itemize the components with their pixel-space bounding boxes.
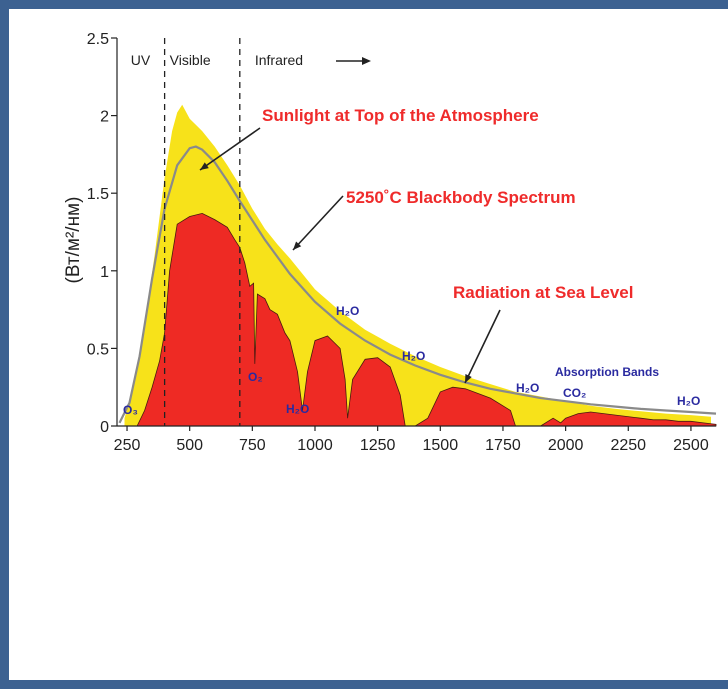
- annotation-absorption-bands: Absorption Bands: [555, 365, 659, 379]
- x-tick-label: 1000: [297, 437, 333, 454]
- y-axis-label: (Вт/м²/нм): [63, 197, 84, 284]
- absorption-label: O₃: [123, 403, 138, 417]
- absorption-label: H₂O: [677, 394, 700, 408]
- region-label-visible: Visible: [170, 52, 211, 68]
- x-tick-label: 1250: [360, 437, 396, 454]
- x-tick-label: 250: [114, 437, 141, 454]
- infrared-arrow-head: [362, 57, 371, 65]
- annotation-2: Radiation at Sea Level: [453, 283, 633, 302]
- y-tick-label: 2: [100, 109, 109, 126]
- x-tick-label: 2500: [673, 437, 709, 454]
- y-tick-label: 1.5: [87, 186, 109, 203]
- arrow-sea-level-shaft: [464, 309, 501, 384]
- arrow-blackbody-shaft: [292, 195, 344, 251]
- y-tick-label: 1: [100, 264, 109, 281]
- series-blackbody-line: [118, 145, 717, 424]
- absorption-label: H₂O: [336, 304, 359, 318]
- absorption-label: CO₂: [563, 386, 586, 400]
- series-sea-level-area: [136, 212, 717, 427]
- arrow-sea-level-head: [465, 374, 472, 383]
- x-tick-label: 750: [239, 437, 266, 454]
- region-label-infrared: Infrared: [255, 52, 303, 68]
- arrow-top-atmosphere-shaft: [199, 127, 261, 171]
- arrow-top-atmosphere-head: [200, 162, 209, 170]
- absorption-label: H₂O: [402, 349, 425, 363]
- annotation-1: 5250˚C Blackbody Spectrum: [346, 188, 576, 207]
- x-tick-label: 1750: [485, 437, 521, 454]
- x-tick-label: 2000: [548, 437, 584, 454]
- absorption-label: H₂O: [286, 402, 309, 416]
- y-tick-label: 0.5: [87, 341, 109, 358]
- x-tick-label: 500: [176, 437, 203, 454]
- y-tick-label: 2.5: [87, 31, 109, 48]
- y-tick-label: 0: [100, 419, 109, 436]
- absorption-label: H₂O: [516, 381, 539, 395]
- region-label-uv: UV: [131, 52, 151, 68]
- annotation-0: Sunlight at Top of the Atmosphere: [262, 106, 539, 125]
- arrow-blackbody-head: [293, 241, 302, 250]
- absorption-label: O₂: [248, 370, 263, 384]
- x-tick-label: 2250: [610, 437, 646, 454]
- x-tick-label: 1500: [423, 437, 459, 454]
